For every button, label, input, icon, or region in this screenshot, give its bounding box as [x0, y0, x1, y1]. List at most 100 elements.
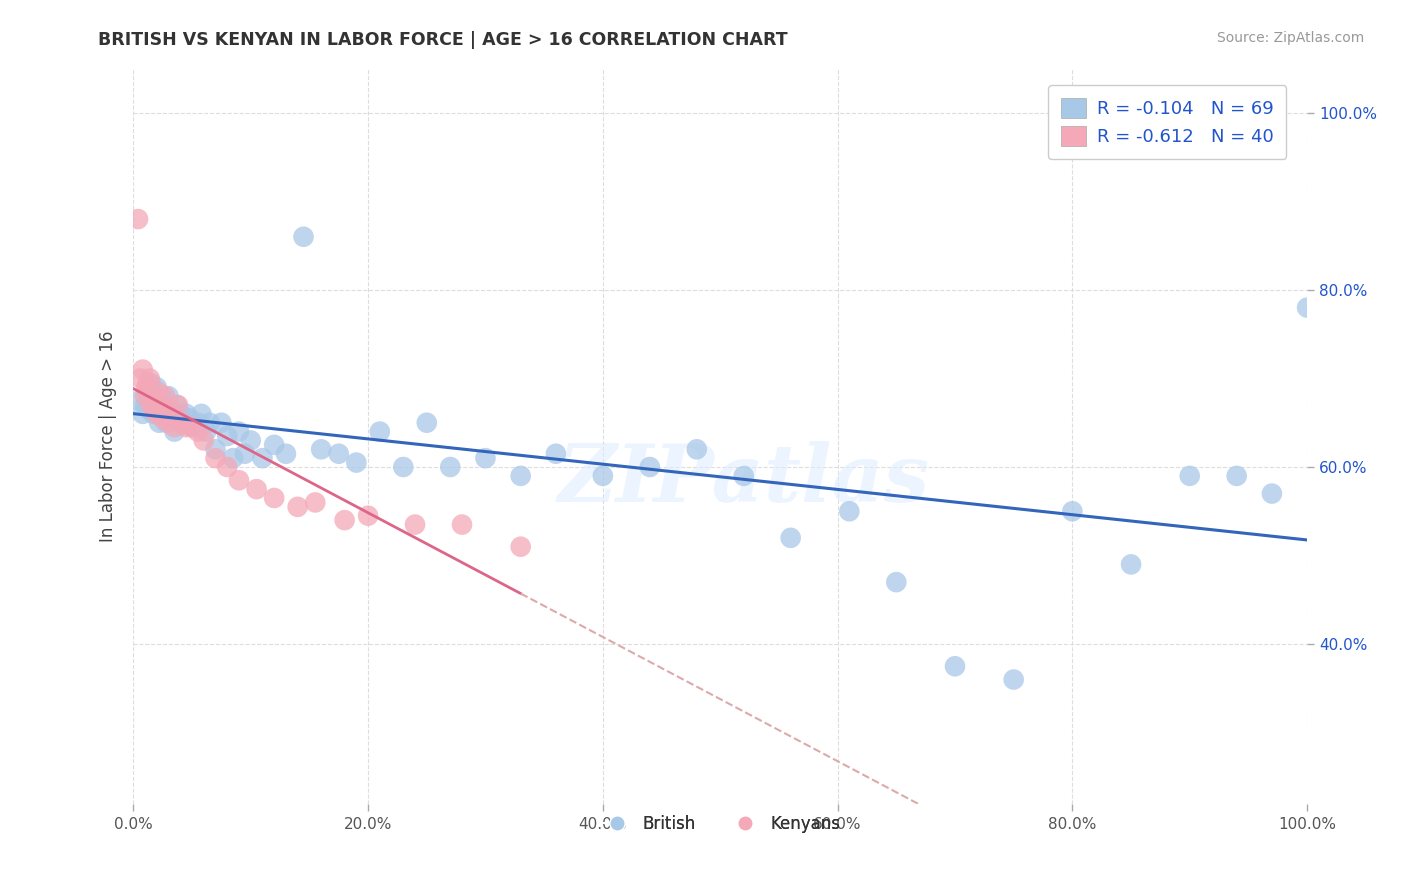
- Point: [157, 416, 180, 430]
- Point: [159, 402, 181, 417]
- Point: [134, 389, 156, 403]
- Point: [152, 411, 174, 425]
- Point: [136, 384, 159, 399]
- Point: [193, 434, 215, 448]
- Point: [160, 407, 183, 421]
- Point: [592, 468, 614, 483]
- Point: [141, 389, 163, 403]
- Point: [142, 393, 165, 408]
- Point: [1226, 468, 1249, 483]
- Point: [1178, 468, 1201, 483]
- Point: [204, 442, 226, 457]
- Point: [733, 468, 755, 483]
- Point: [150, 389, 173, 403]
- Point: [263, 438, 285, 452]
- Point: [163, 425, 186, 439]
- Point: [179, 411, 201, 425]
- Point: [174, 407, 197, 421]
- Text: ZIPatlas: ZIPatlas: [558, 442, 929, 519]
- Point: [145, 398, 167, 412]
- Point: [187, 416, 209, 430]
- Point: [474, 451, 496, 466]
- Point: [139, 398, 162, 412]
- Point: [139, 371, 162, 385]
- Point: [129, 371, 152, 385]
- Point: [132, 407, 155, 421]
- Point: [181, 420, 204, 434]
- Point: [128, 393, 150, 408]
- Point: [167, 398, 190, 412]
- Point: [146, 402, 169, 417]
- Point: [146, 380, 169, 394]
- Point: [368, 425, 391, 439]
- Point: [149, 407, 172, 421]
- Point: [187, 425, 209, 439]
- Point: [127, 212, 149, 227]
- Point: [439, 460, 461, 475]
- Point: [152, 411, 174, 425]
- Point: [544, 447, 567, 461]
- Point: [686, 442, 709, 457]
- Point: [357, 508, 380, 523]
- Point: [228, 425, 250, 439]
- Point: [204, 451, 226, 466]
- Point: [1062, 504, 1084, 518]
- Point: [884, 575, 907, 590]
- Point: [136, 376, 159, 390]
- Point: [245, 482, 267, 496]
- Point: [328, 447, 350, 461]
- Point: [143, 402, 166, 417]
- Point: [135, 380, 157, 394]
- Point: [217, 460, 239, 475]
- Point: [1261, 486, 1284, 500]
- Point: [153, 407, 176, 421]
- Point: [509, 468, 531, 483]
- Point: [779, 531, 801, 545]
- Y-axis label: In Labor Force | Age > 16: In Labor Force | Age > 16: [100, 330, 117, 541]
- Point: [155, 416, 177, 430]
- Point: [172, 416, 194, 430]
- Point: [252, 451, 274, 466]
- Point: [195, 425, 218, 439]
- Point: [263, 491, 285, 505]
- Point: [228, 473, 250, 487]
- Point: [148, 416, 170, 430]
- Point: [333, 513, 356, 527]
- Point: [190, 407, 212, 421]
- Point: [139, 376, 162, 390]
- Text: BRITISH VS KENYAN IN LABOR FORCE | AGE > 16 CORRELATION CHART: BRITISH VS KENYAN IN LABOR FORCE | AGE >…: [98, 31, 787, 49]
- Point: [132, 362, 155, 376]
- Point: [138, 402, 160, 417]
- Point: [198, 416, 221, 430]
- Point: [451, 517, 474, 532]
- Point: [145, 393, 167, 408]
- Point: [838, 504, 860, 518]
- Point: [146, 407, 169, 421]
- Point: [239, 434, 262, 448]
- Point: [404, 517, 426, 532]
- Point: [141, 389, 163, 403]
- Point: [416, 416, 439, 430]
- Point: [146, 384, 169, 399]
- Point: [274, 447, 297, 461]
- Point: [138, 384, 160, 399]
- Point: [153, 389, 176, 403]
- Point: [222, 451, 245, 466]
- Text: Source: ZipAtlas.com: Source: ZipAtlas.com: [1216, 31, 1364, 45]
- Point: [509, 540, 531, 554]
- Point: [160, 402, 183, 417]
- Point: [209, 416, 232, 430]
- Point: [287, 500, 309, 514]
- Point: [1296, 301, 1319, 315]
- Point: [217, 429, 239, 443]
- Point: [304, 495, 326, 509]
- Point: [143, 398, 166, 412]
- Point: [1002, 673, 1025, 687]
- Point: [638, 460, 661, 475]
- Point: [233, 447, 256, 461]
- Point: [943, 659, 966, 673]
- Point: [153, 398, 176, 412]
- Point: [174, 420, 197, 434]
- Point: [172, 416, 194, 430]
- Point: [392, 460, 415, 475]
